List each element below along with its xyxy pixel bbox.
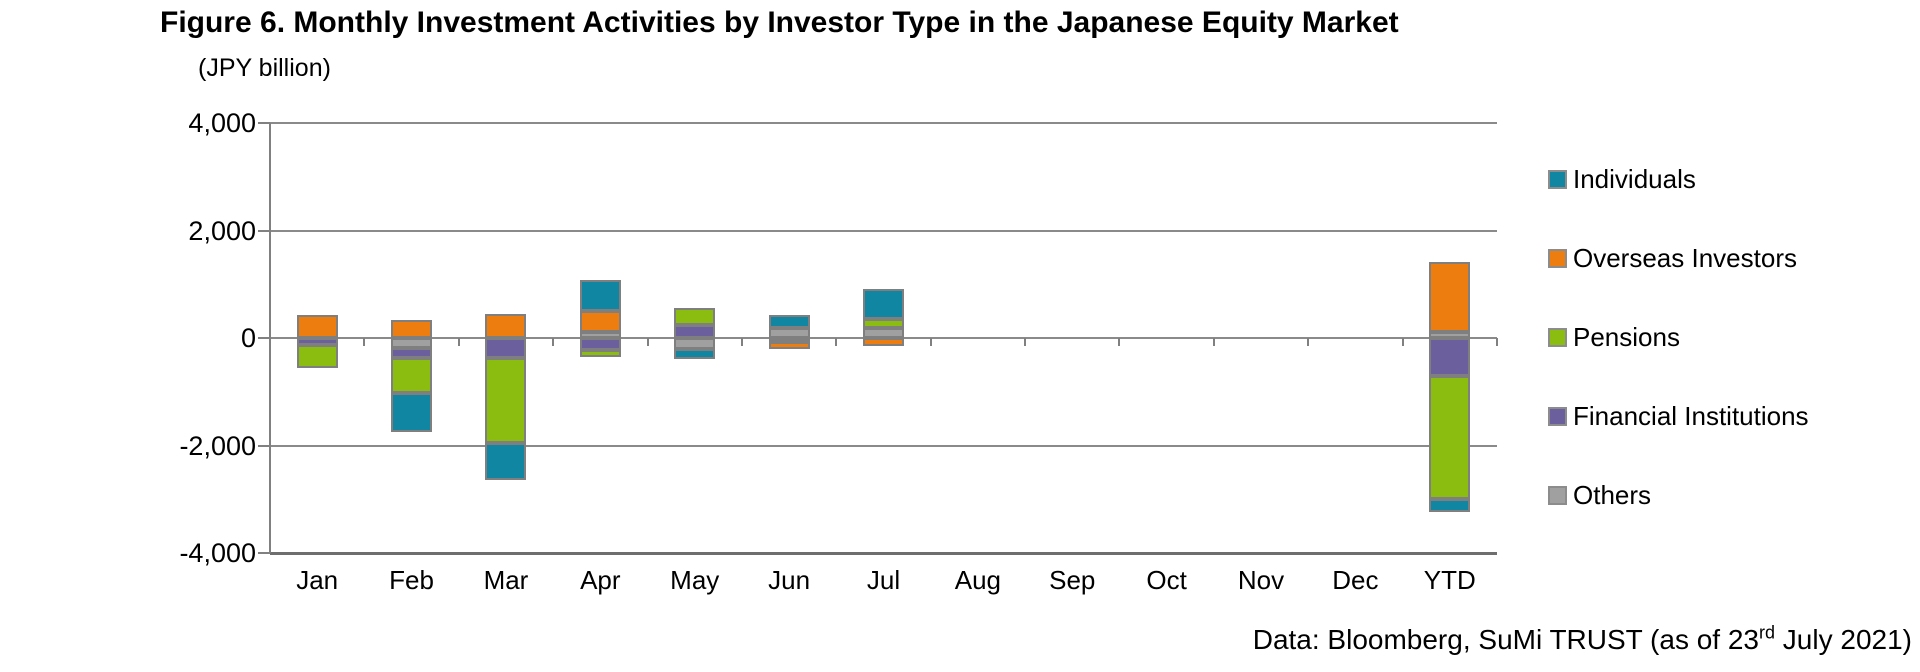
y-tick-label: 2,000 <box>188 215 256 246</box>
x-tick-label: Sep <box>1049 565 1096 595</box>
bar-segment <box>485 338 527 358</box>
legend-swatch-icon <box>1548 328 1567 347</box>
legend-item: Others <box>1548 456 1809 535</box>
bar-segment <box>768 341 810 350</box>
bar-segment <box>674 338 716 350</box>
bar-segment <box>674 325 716 338</box>
x-tick-label: Jul <box>866 565 901 595</box>
bar-segment <box>863 338 904 346</box>
data-source-note: Data: Bloomberg, SuMi TRUST (as of 23rd … <box>1253 624 1912 656</box>
source-text-suffix: July 2021) <box>1775 624 1912 655</box>
bar-segment <box>863 328 904 338</box>
x-axis-tick <box>1496 338 1498 346</box>
y-axis-unit-label: (JPY billion) <box>198 54 331 82</box>
bar-segment <box>579 338 621 350</box>
x-axis-tick <box>740 338 743 346</box>
legend-swatch-icon <box>1548 407 1567 426</box>
bar-segment <box>391 338 433 348</box>
legend: Individuals Overseas Investors Pensions Fin… <box>1548 140 1809 535</box>
y-tick-label: -4,000 <box>179 538 256 568</box>
x-tick-label: Dec <box>1332 565 1379 595</box>
legend-label: Individuals <box>1573 164 1696 194</box>
legend-item: Individuals <box>1548 140 1809 219</box>
bar-segment <box>1429 332 1471 338</box>
legend-item: Pensions <box>1548 298 1809 377</box>
bar-segment <box>296 315 338 338</box>
x-axis-tick <box>1118 338 1121 346</box>
legend-label: Financial Institutions <box>1573 401 1809 431</box>
bar-segment <box>579 331 621 338</box>
bar-segment <box>485 443 527 481</box>
source-superscript: rd <box>1759 622 1776 643</box>
gridline-2000 <box>270 229 1497 232</box>
y-tick-label: 4,000 <box>188 108 256 138</box>
bar-segment <box>391 320 433 338</box>
x-tick-label: May <box>670 565 720 595</box>
y-axis-tick <box>258 337 270 339</box>
x-tick-label: YTD <box>1423 565 1476 595</box>
chart-title: Figure 6. Monthly Investment Activities … <box>160 6 1399 39</box>
x-tick-label: Jun <box>768 565 811 595</box>
x-tick-label: Jan <box>296 565 339 595</box>
y-axis-line <box>269 123 271 553</box>
bar-segment <box>1429 338 1471 376</box>
legend-item: Financial Institutions <box>1548 377 1809 456</box>
x-tick-label: Aug <box>954 565 1001 595</box>
bar-segment <box>579 349 621 358</box>
x-axis-tick <box>646 338 649 346</box>
bar-segment <box>296 345 338 368</box>
y-axis-tick <box>258 444 270 447</box>
bar-segment <box>391 393 433 433</box>
y-tick-label: 0 <box>240 323 256 353</box>
bar-segment <box>296 338 338 346</box>
bar-segment <box>485 313 527 338</box>
bar-segment <box>674 349 716 359</box>
bar-segment <box>768 327 810 338</box>
x-axis-tick <box>1401 338 1404 346</box>
x-axis-tick <box>929 338 932 346</box>
bar-segment <box>391 358 433 394</box>
legend-label: Others <box>1573 480 1652 510</box>
x-axis-tick <box>552 338 555 346</box>
bar-segment <box>863 289 904 319</box>
bar-segment <box>768 314 810 328</box>
bar-segment <box>391 347 433 359</box>
bar-segment <box>674 307 716 326</box>
bar-segment <box>579 280 621 311</box>
x-axis-tick <box>1212 338 1215 346</box>
x-axis-tick <box>835 338 838 346</box>
x-tick-label: Nov <box>1237 565 1285 595</box>
legend-swatch-icon <box>1548 486 1567 505</box>
y-axis-tick <box>258 552 270 554</box>
x-tick-label: Apr <box>580 565 621 595</box>
legend-label: Overseas Investors <box>1573 243 1797 273</box>
y-tick-label: -2,000 <box>179 430 256 461</box>
legend-swatch-icon <box>1548 170 1567 189</box>
bar-segment <box>1429 375 1471 499</box>
gridline-4000 <box>270 122 1497 124</box>
legend-item: Overseas Investors <box>1548 219 1809 298</box>
x-tick-label: Mar <box>483 565 529 595</box>
y-axis-tick <box>258 229 270 232</box>
x-axis-tick <box>1307 338 1310 346</box>
bar-segment <box>1429 498 1471 513</box>
legend-label: Pensions <box>1573 322 1680 352</box>
y-axis-tick <box>258 122 270 124</box>
legend-swatch-icon <box>1548 249 1567 268</box>
gridline--4000 <box>270 552 1497 555</box>
bar-segment <box>579 310 621 332</box>
x-axis-tick <box>1024 338 1027 346</box>
bar-segment <box>1429 261 1471 333</box>
x-tick-label: Oct <box>1146 565 1187 595</box>
bar-segment <box>768 338 810 342</box>
x-axis-tick <box>457 338 460 346</box>
bar-segment <box>863 318 904 329</box>
x-tick-label: Feb <box>389 565 434 595</box>
source-text: Data: Bloomberg, SuMi TRUST (as of 23 <box>1252 624 1760 655</box>
x-axis-tick <box>363 338 366 346</box>
bar-segment <box>485 357 527 444</box>
gridline--2000 <box>270 444 1497 447</box>
